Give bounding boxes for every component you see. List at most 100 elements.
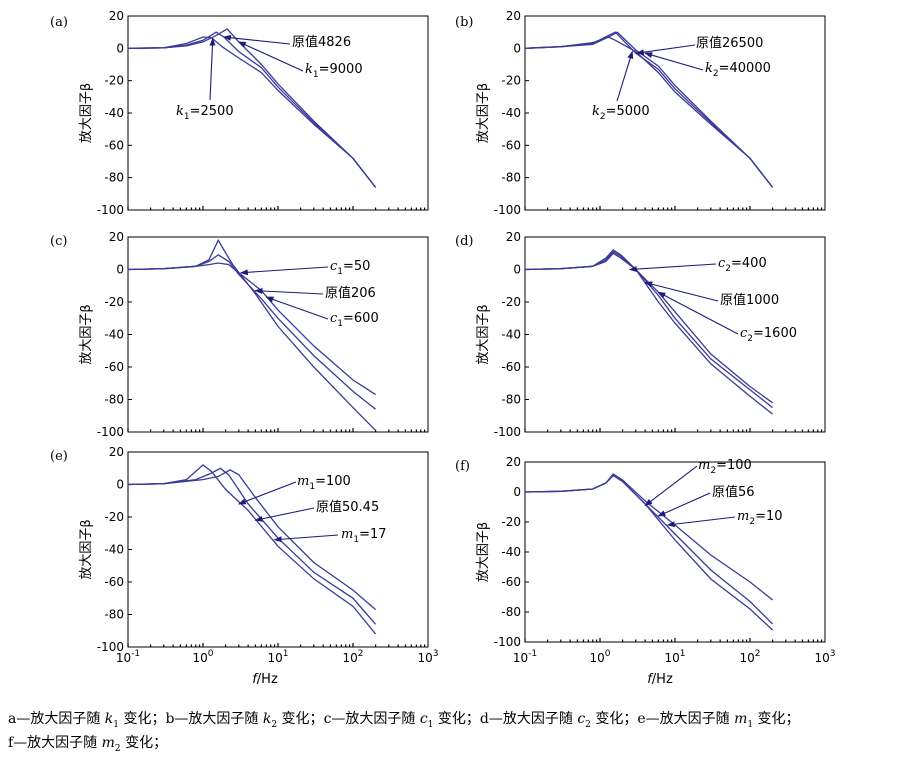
y-tick-label: 0	[513, 41, 521, 55]
y-tick-label: -60	[501, 138, 521, 152]
y-tick-label: -100	[494, 635, 521, 649]
annotation-arrow	[657, 492, 711, 517]
annotation-arrow	[635, 44, 696, 56]
series-line-1	[127, 464, 377, 635]
series-annotation: 原值4826	[292, 34, 351, 50]
y-tick-label: -40	[104, 543, 124, 557]
y-tick-label: -40	[501, 328, 521, 342]
annotation-arrow	[628, 263, 717, 273]
series-line-3	[127, 28, 377, 188]
series-line-2	[127, 254, 377, 410]
y-tick-label: 20	[506, 9, 521, 23]
annotation-arrow	[254, 287, 324, 295]
y-tick-label: 0	[116, 263, 124, 277]
annotation-arrow	[616, 50, 634, 102]
annotation-arrow	[222, 34, 291, 45]
series-annotation: k2=40000	[705, 61, 771, 79]
annotation-arrow	[237, 41, 304, 72]
annotation-arrow	[644, 281, 719, 302]
series-line-3	[127, 469, 377, 611]
annotation-arrow	[237, 481, 297, 505]
series-annotation: c2=400	[718, 256, 767, 274]
y-tick-label: -40	[104, 328, 124, 342]
panel-5: (e) 20 0 -20 -40 -60 -80 -100 放大因子β 10-1 100 101 102…	[50, 445, 439, 687]
y-tick-label: 20	[506, 230, 521, 244]
series-annotation: 原值1000	[720, 292, 779, 308]
panel-label: (b)	[455, 15, 473, 30]
series-annotation: 原值50.45	[316, 499, 379, 515]
x-tick-label: 10-1	[513, 649, 537, 665]
annotation-arrow	[666, 516, 736, 528]
y-tick-label: -100	[494, 425, 521, 439]
annotation-arrow	[644, 52, 704, 71]
y-axis-label: 放大因子β	[79, 519, 94, 579]
series-annotation: 原值26500	[696, 35, 763, 51]
series-annotation: 原值206	[325, 285, 376, 301]
y-axis-label: 放大因子β	[476, 304, 491, 364]
y-tick-label: -20	[104, 74, 124, 88]
y-tick-label: -40	[104, 106, 124, 120]
y-tick-label: -20	[501, 74, 521, 88]
y-tick-label: -100	[97, 203, 124, 217]
y-tick-label: -20	[501, 515, 521, 529]
y-tick-label: -80	[104, 171, 124, 185]
y-axis-label: 放大因子β	[476, 522, 491, 582]
x-tick-label: 102	[342, 649, 363, 665]
series-annotation: k2=5000	[592, 104, 650, 122]
y-tick-label: 0	[513, 485, 521, 499]
y-tick-label: -40	[501, 106, 521, 120]
x-axis-label: f/Hz	[252, 672, 278, 687]
plot-frame	[127, 236, 429, 433]
series-annotation: k1=9000	[305, 62, 363, 80]
y-tick-label: -60	[104, 575, 124, 589]
panel-6: (f) 20 0 -20 -40 -60 -80 -100 放大因子β 10-1 100 101 102…	[455, 455, 836, 687]
y-tick-label: -60	[501, 360, 521, 374]
series-annotation: m1=17	[341, 527, 387, 545]
annotation-arrow	[209, 37, 216, 101]
y-tick-label: -20	[501, 295, 521, 309]
figure-svg: (a) 20 0 -20 -40 -60 -80 -100 放大因子β 原值4826 k1=9000…	[50, 9, 836, 687]
x-tick-label: 101	[664, 649, 685, 665]
series-line-1	[127, 36, 377, 188]
series-annotation: m1=100	[297, 474, 351, 492]
x-tick-label: 100	[192, 649, 213, 665]
panel-4: (d) 20 0 -20 -40 -60 -80 -100 放大因子β c2=400 原值1000 c…	[455, 230, 826, 439]
annotation-arrow	[644, 465, 698, 507]
y-tick-label: 20	[506, 455, 521, 469]
panel-2: (b) 20 0 -20 -40 -60 -80 -100 放大因子β 原值26500 k2=400…	[455, 9, 826, 217]
x-tick-label: 103	[417, 649, 438, 665]
y-tick-label: -60	[501, 575, 521, 589]
series-annotation: m2=10	[737, 509, 783, 527]
series-annotation: c2=1600	[740, 326, 797, 344]
plot-frame	[127, 15, 429, 211]
panel-1: (a) 20 0 -20 -40 -60 -80 -100 放大因子β 原值4826 k1=9000…	[50, 9, 429, 217]
series-annotation: c1=50	[330, 259, 370, 277]
series-line-3	[524, 473, 774, 601]
series-line-2	[127, 31, 377, 188]
y-tick-label: -80	[501, 393, 521, 407]
panel-label: (c)	[50, 234, 67, 249]
panel-label: (f)	[455, 459, 470, 474]
x-axis-label: f/Hz	[647, 672, 673, 687]
y-axis-label: 放大因子β	[476, 83, 491, 143]
y-tick-label: -100	[97, 425, 124, 439]
y-tick-label: -20	[104, 295, 124, 309]
series-annotation: m2=100	[698, 458, 752, 476]
y-axis-label: 放大因子β	[79, 83, 94, 143]
plot-frame	[127, 451, 429, 648]
x-tick-label: 10-1	[116, 649, 140, 665]
annotation-arrow	[657, 291, 739, 335]
y-axis-label: 放大因子β	[79, 304, 94, 364]
panel-label: (d)	[455, 234, 473, 249]
annotation-arrow	[273, 534, 339, 543]
y-tick-label: 0	[116, 478, 124, 492]
annotation-arrow	[254, 507, 315, 522]
series-annotation: 原值56	[712, 484, 755, 500]
panel-3: (c) 20 0 -20 -40 -60 -80 -100 放大因子β c1=50 原值206 c1=…	[50, 230, 429, 439]
y-tick-label: -40	[501, 545, 521, 559]
annotation-arrow	[265, 296, 329, 320]
y-tick-label: -80	[104, 608, 124, 622]
series-line-3	[127, 262, 376, 396]
y-tick-label: -80	[501, 171, 521, 185]
x-tick-label: 102	[739, 649, 760, 665]
